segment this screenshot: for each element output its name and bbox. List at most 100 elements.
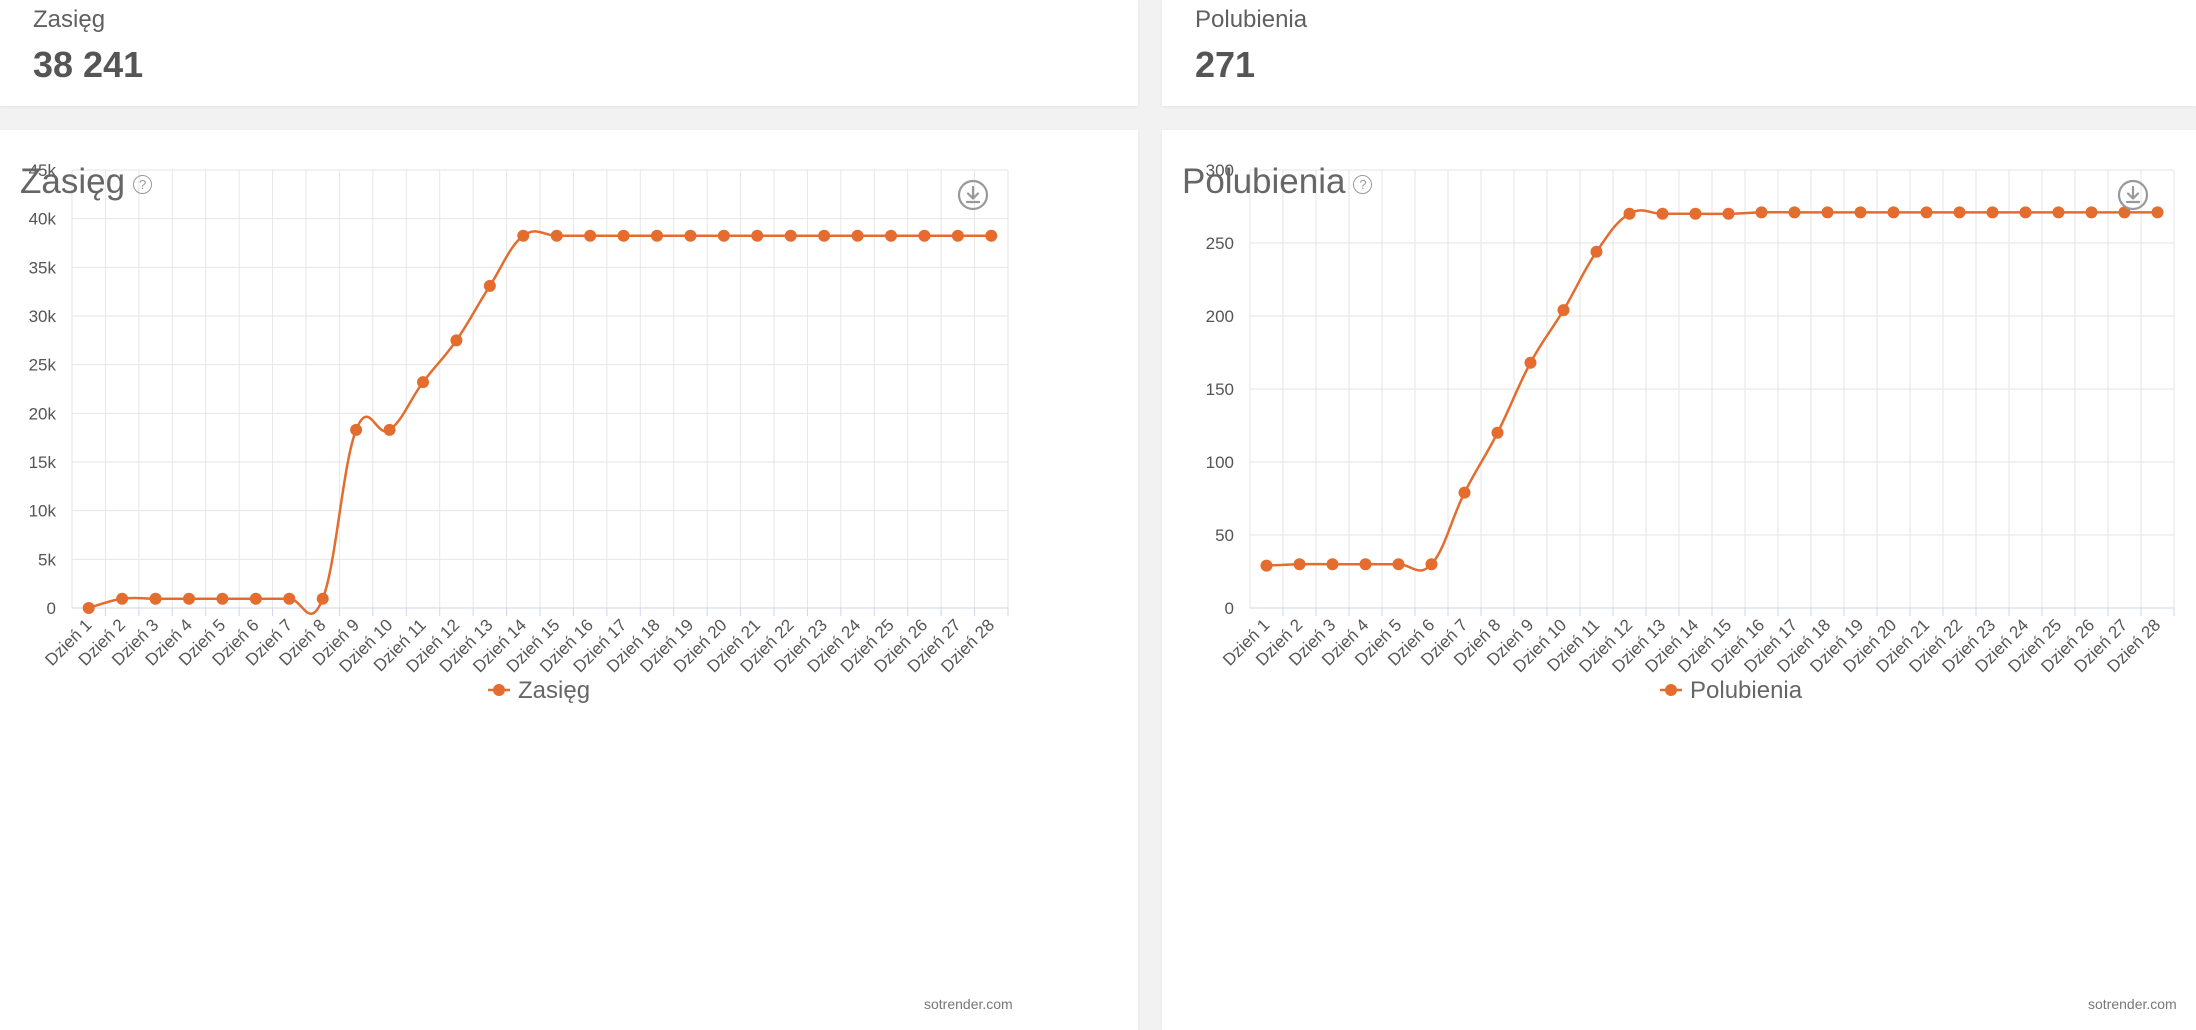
data-point[interactable] [684, 229, 697, 242]
data-point[interactable] [149, 592, 162, 605]
data-point[interactable] [951, 229, 964, 242]
help-icon[interactable]: ? [1353, 174, 1373, 194]
data-point[interactable] [2019, 206, 2032, 219]
data-point[interactable] [1920, 206, 1933, 219]
data-point[interactable] [1722, 207, 1735, 220]
y-tick-label: 0 [47, 599, 56, 618]
data-point[interactable] [1491, 426, 1504, 439]
data-point[interactable] [350, 423, 363, 436]
grid [71, 169, 1009, 609]
data-point[interactable] [517, 229, 530, 242]
grid [1249, 169, 2175, 609]
legend-item[interactable]: Zasięg [488, 677, 590, 704]
data-point[interactable] [116, 592, 129, 605]
data-point[interactable] [2151, 206, 2164, 219]
data-point[interactable] [1458, 486, 1471, 499]
stat-card-likes: Polubienia 271 [1162, 0, 2196, 106]
stat-card-reach: Zasięg 38 241 [0, 0, 1138, 106]
data-point[interactable] [383, 423, 396, 436]
y-tick-label: 45k [29, 161, 57, 180]
data-point[interactable] [985, 229, 998, 242]
data-point[interactable] [1425, 558, 1438, 571]
chart-title-text: Zasięg [20, 162, 126, 201]
legend-item[interactable]: Polubienia [1660, 677, 1803, 704]
y-tick-label: 40k [29, 210, 57, 229]
y-tick-label: 10k [29, 502, 57, 521]
y-tick-label: 35k [29, 258, 57, 277]
stat-label: Polubienia [1195, 6, 1308, 33]
data-point[interactable] [1986, 206, 1999, 219]
data-point[interactable] [1392, 558, 1405, 571]
y-tick-label: 50 [1215, 526, 1234, 545]
data-point[interactable] [584, 229, 597, 242]
series-line [1266, 209, 2158, 572]
chart-card-reach: 0 5k 10k 15k 20k 25k 30k 35k 40k 45k Dzień 1 Dzień … [0, 130, 1138, 1030]
y-tick-label: 200 [1206, 307, 1234, 326]
data-point[interactable] [1788, 206, 1801, 219]
data-point[interactable] [918, 229, 931, 242]
y-tick-label: 15k [29, 453, 57, 472]
data-point[interactable] [1623, 207, 1636, 220]
data-point[interactable] [1953, 206, 1966, 219]
stat-value: 271 [1195, 44, 1256, 85]
data-point[interactable] [2052, 206, 2065, 219]
data-point[interactable] [1821, 206, 1834, 219]
data-point[interactable] [450, 334, 463, 347]
data-point[interactable] [1590, 245, 1603, 258]
data-point[interactable] [1293, 558, 1306, 571]
legend-marker [1665, 684, 1677, 696]
data-point[interactable] [1755, 206, 1768, 219]
data-point[interactable] [1359, 558, 1372, 571]
data-point[interactable] [617, 229, 630, 242]
data-point[interactable] [1887, 206, 1900, 219]
download-icon[interactable] [956, 178, 990, 212]
data-point[interactable] [751, 229, 764, 242]
chart-title: Polubienia ? [1182, 162, 1373, 202]
y-tick-label: 30k [29, 307, 57, 326]
data-point[interactable] [851, 229, 864, 242]
data-point[interactable] [183, 592, 195, 605]
data-point[interactable] [216, 592, 229, 605]
data-point[interactable] [1326, 558, 1339, 571]
data-point[interactable] [2118, 206, 2131, 219]
y-tick-label: 5k [38, 550, 56, 569]
data-point[interactable] [417, 376, 429, 389]
y-tick-label: 250 [1206, 234, 1234, 253]
chart-title: Zasięg ? [20, 162, 153, 202]
y-tick-label: 0 [1225, 599, 1234, 618]
data-point[interactable] [651, 229, 663, 242]
data-point[interactable] [1854, 206, 1867, 219]
y-tick-label: 300 [1206, 161, 1234, 180]
stat-value: 38 241 [33, 44, 144, 85]
y-tick-label: 150 [1206, 380, 1234, 399]
data-point[interactable] [1557, 304, 1570, 317]
credit-link[interactable]: sotrender.com [2088, 996, 2177, 1012]
data-point[interactable] [818, 229, 831, 242]
download-icon[interactable] [2116, 178, 2150, 212]
stat-label: Zasięg [33, 6, 106, 33]
help-icon[interactable]: ? [133, 174, 153, 194]
legend-label: Zasięg [518, 677, 590, 704]
data-point[interactable] [483, 279, 496, 292]
credit-link[interactable]: sotrender.com [924, 996, 1013, 1012]
data-point[interactable] [784, 229, 797, 242]
data-point[interactable] [249, 592, 262, 605]
y-tick-label: 20k [29, 404, 57, 423]
data-point[interactable] [1524, 356, 1537, 369]
data-point[interactable] [1260, 559, 1273, 572]
data-point[interactable] [316, 592, 329, 605]
data-point[interactable] [1656, 207, 1669, 220]
data-point[interactable] [717, 229, 730, 242]
data-point[interactable] [82, 602, 95, 614]
y-tick-label: 25k [29, 356, 57, 375]
data-point[interactable] [2085, 206, 2098, 219]
data-point[interactable] [1689, 207, 1702, 220]
chart-title-text: Polubienia [1182, 162, 1346, 201]
data-point[interactable] [283, 592, 296, 605]
y-tick-label: 100 [1206, 453, 1234, 472]
data-point[interactable] [550, 229, 563, 242]
legend-marker [493, 684, 505, 696]
data-point[interactable] [885, 229, 897, 242]
